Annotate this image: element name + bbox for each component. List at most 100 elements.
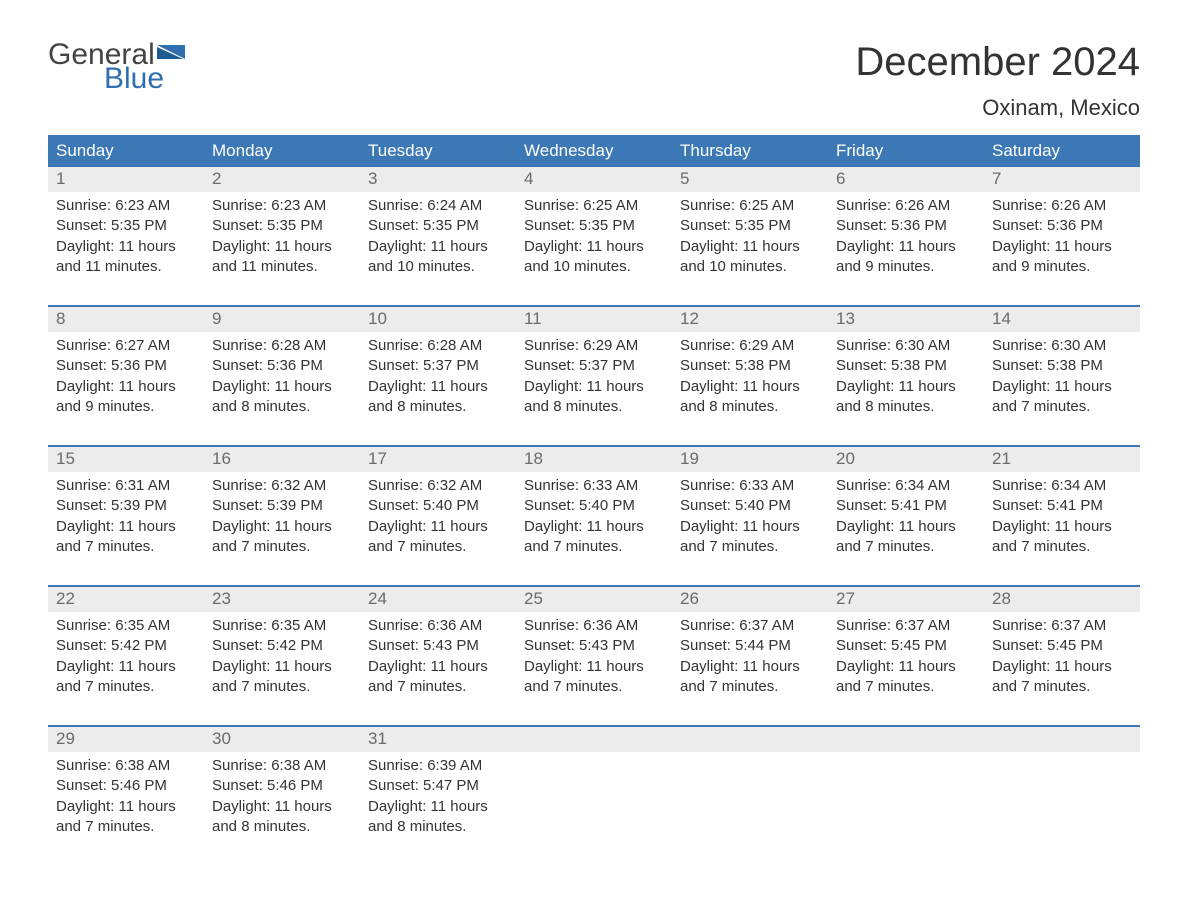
- sunrise-text: Sunrise: 6:26 AM: [992, 196, 1132, 216]
- header: General Blue December 2024 Oxinam, Mexic…: [48, 40, 1140, 121]
- sunrise-text: Sunrise: 6:35 AM: [56, 616, 196, 636]
- day-number: 26: [672, 587, 828, 612]
- day-cell: Sunrise: 6:35 AMSunset: 5:42 PMDaylight:…: [204, 612, 360, 725]
- daylight-text-2: and 10 minutes.: [524, 257, 664, 277]
- daylight-text-2: and 11 minutes.: [56, 257, 196, 277]
- day-cell: Sunrise: 6:25 AMSunset: 5:35 PMDaylight:…: [516, 192, 672, 305]
- day-number: 14: [984, 307, 1140, 332]
- daylight-text-2: and 7 minutes.: [680, 677, 820, 697]
- daylight-text-2: and 8 minutes.: [212, 817, 352, 837]
- day-number: [516, 727, 672, 752]
- daylight-text-2: and 8 minutes.: [212, 397, 352, 417]
- sunset-text: Sunset: 5:43 PM: [524, 636, 664, 656]
- daylight-text-2: and 7 minutes.: [836, 537, 976, 557]
- daylight-text-1: Daylight: 11 hours: [680, 377, 820, 397]
- daylight-text-1: Daylight: 11 hours: [992, 517, 1132, 537]
- day-number: 22: [48, 587, 204, 612]
- daylight-text-1: Daylight: 11 hours: [368, 517, 508, 537]
- sunset-text: Sunset: 5:35 PM: [56, 216, 196, 236]
- sunrise-text: Sunrise: 6:31 AM: [56, 476, 196, 496]
- logo: General Blue: [48, 40, 185, 94]
- daylight-text-1: Daylight: 11 hours: [368, 237, 508, 257]
- day-cell: Sunrise: 6:36 AMSunset: 5:43 PMDaylight:…: [360, 612, 516, 725]
- calendar: SundayMondayTuesdayWednesdayThursdayFrid…: [48, 135, 1140, 865]
- sunset-text: Sunset: 5:43 PM: [368, 636, 508, 656]
- daylight-text-1: Daylight: 11 hours: [368, 377, 508, 397]
- daylight-text-2: and 7 minutes.: [368, 677, 508, 697]
- sunset-text: Sunset: 5:47 PM: [368, 776, 508, 796]
- sunset-text: Sunset: 5:36 PM: [56, 356, 196, 376]
- month-title: December 2024: [855, 40, 1140, 85]
- daylight-text-2: and 7 minutes.: [212, 537, 352, 557]
- day-cell: Sunrise: 6:38 AMSunset: 5:46 PMDaylight:…: [48, 752, 204, 865]
- sunset-text: Sunset: 5:35 PM: [368, 216, 508, 236]
- sunrise-text: Sunrise: 6:30 AM: [992, 336, 1132, 356]
- daylight-text-1: Daylight: 11 hours: [836, 377, 976, 397]
- daylight-text-1: Daylight: 11 hours: [212, 377, 352, 397]
- day-number: 31: [360, 727, 516, 752]
- daylight-text-1: Daylight: 11 hours: [368, 657, 508, 677]
- daylight-text-1: Daylight: 11 hours: [680, 517, 820, 537]
- sunset-text: Sunset: 5:37 PM: [524, 356, 664, 376]
- daylight-text-1: Daylight: 11 hours: [524, 377, 664, 397]
- sunrise-text: Sunrise: 6:39 AM: [368, 756, 508, 776]
- daylight-text-1: Daylight: 11 hours: [56, 797, 196, 817]
- daylight-text-1: Daylight: 11 hours: [524, 517, 664, 537]
- day-header-cell: Sunday: [48, 135, 204, 167]
- sunset-text: Sunset: 5:38 PM: [836, 356, 976, 376]
- daylight-text-1: Daylight: 11 hours: [992, 377, 1132, 397]
- daylight-text-2: and 8 minutes.: [368, 817, 508, 837]
- day-cell: Sunrise: 6:23 AMSunset: 5:35 PMDaylight:…: [48, 192, 204, 305]
- day-number: 11: [516, 307, 672, 332]
- day-cell: Sunrise: 6:34 AMSunset: 5:41 PMDaylight:…: [828, 472, 984, 585]
- daylight-text-2: and 7 minutes.: [56, 537, 196, 557]
- day-number: 12: [672, 307, 828, 332]
- week-row: 891011121314Sunrise: 6:27 AMSunset: 5:36…: [48, 305, 1140, 445]
- day-cell: Sunrise: 6:36 AMSunset: 5:43 PMDaylight:…: [516, 612, 672, 725]
- day-number: 18: [516, 447, 672, 472]
- sunset-text: Sunset: 5:36 PM: [836, 216, 976, 236]
- daylight-text-2: and 11 minutes.: [212, 257, 352, 277]
- sunset-text: Sunset: 5:45 PM: [836, 636, 976, 656]
- sunrise-text: Sunrise: 6:25 AM: [680, 196, 820, 216]
- sunset-text: Sunset: 5:38 PM: [992, 356, 1132, 376]
- day-cell: Sunrise: 6:29 AMSunset: 5:38 PMDaylight:…: [672, 332, 828, 445]
- daylight-text-2: and 7 minutes.: [524, 677, 664, 697]
- daylight-text-2: and 8 minutes.: [524, 397, 664, 417]
- daylight-text-1: Daylight: 11 hours: [836, 517, 976, 537]
- weeks-container: 1234567Sunrise: 6:23 AMSunset: 5:35 PMDa…: [48, 167, 1140, 865]
- day-cell: Sunrise: 6:37 AMSunset: 5:45 PMDaylight:…: [828, 612, 984, 725]
- sunrise-text: Sunrise: 6:35 AM: [212, 616, 352, 636]
- daylight-text-1: Daylight: 11 hours: [212, 517, 352, 537]
- daylight-text-2: and 8 minutes.: [368, 397, 508, 417]
- title-block: December 2024 Oxinam, Mexico: [855, 40, 1140, 121]
- daylight-text-2: and 9 minutes.: [836, 257, 976, 277]
- day-cell: Sunrise: 6:30 AMSunset: 5:38 PMDaylight:…: [984, 332, 1140, 445]
- daylight-text-1: Daylight: 11 hours: [56, 657, 196, 677]
- sunrise-text: Sunrise: 6:36 AM: [524, 616, 664, 636]
- sunset-text: Sunset: 5:41 PM: [992, 496, 1132, 516]
- sunrise-text: Sunrise: 6:29 AM: [524, 336, 664, 356]
- day-cell: [672, 752, 828, 865]
- day-number: 30: [204, 727, 360, 752]
- daylight-text-1: Daylight: 11 hours: [56, 517, 196, 537]
- sunset-text: Sunset: 5:44 PM: [680, 636, 820, 656]
- daylight-text-2: and 7 minutes.: [992, 677, 1132, 697]
- day-cell: Sunrise: 6:28 AMSunset: 5:37 PMDaylight:…: [360, 332, 516, 445]
- day-number: 19: [672, 447, 828, 472]
- daylight-text-1: Daylight: 11 hours: [836, 657, 976, 677]
- sunset-text: Sunset: 5:40 PM: [680, 496, 820, 516]
- day-cell: Sunrise: 6:33 AMSunset: 5:40 PMDaylight:…: [672, 472, 828, 585]
- sunrise-text: Sunrise: 6:26 AM: [836, 196, 976, 216]
- day-cell: Sunrise: 6:38 AMSunset: 5:46 PMDaylight:…: [204, 752, 360, 865]
- daylight-text-2: and 8 minutes.: [680, 397, 820, 417]
- day-cell: Sunrise: 6:39 AMSunset: 5:47 PMDaylight:…: [360, 752, 516, 865]
- day-cell: Sunrise: 6:28 AMSunset: 5:36 PMDaylight:…: [204, 332, 360, 445]
- daynum-row: 22232425262728: [48, 587, 1140, 612]
- sunrise-text: Sunrise: 6:25 AM: [524, 196, 664, 216]
- day-number: 7: [984, 167, 1140, 192]
- sunset-text: Sunset: 5:35 PM: [212, 216, 352, 236]
- day-number: 16: [204, 447, 360, 472]
- sunrise-text: Sunrise: 6:24 AM: [368, 196, 508, 216]
- sunrise-text: Sunrise: 6:37 AM: [680, 616, 820, 636]
